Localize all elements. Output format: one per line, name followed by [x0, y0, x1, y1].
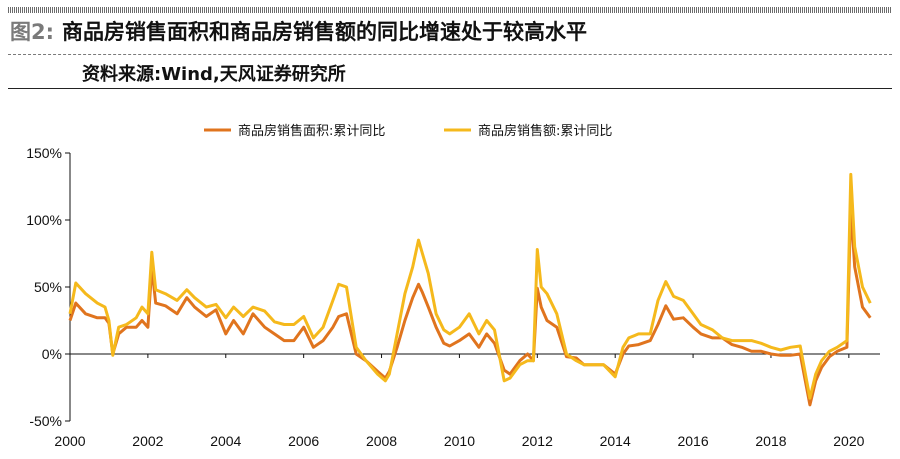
figure-title-text: 商品房销售面积和商品房销售额的同比增速处于较高水平	[62, 20, 588, 44]
y-tick-label: 150%	[26, 145, 62, 161]
chart-axes: 150% 100% 50% 0% -50% 2000 2002 2004 2006 2008 201…	[26, 145, 880, 449]
series-line-sales-amount	[68, 172, 872, 400]
top-dotted-rule	[8, 7, 892, 13]
x-tick-label: 2000	[54, 433, 85, 449]
x-tick-label: 2012	[522, 433, 553, 449]
x-tick-label: 2008	[366, 433, 397, 449]
legend-label-area: 商品房销售面积:累计同比	[238, 123, 385, 139]
figure-number: 图2:	[10, 20, 55, 44]
x-tick-label: 2020	[833, 433, 864, 449]
plot-area	[68, 172, 872, 407]
chart-legend: 商品房销售面积:累计同比 商品房销售额:累计同比	[204, 123, 612, 139]
y-tick-label: 0%	[42, 346, 62, 362]
x-tick-label: 2014	[600, 433, 631, 449]
x-tick-label: 2006	[288, 433, 319, 449]
y-tick-label: 100%	[26, 212, 62, 228]
y-tick-label: -50%	[29, 413, 62, 429]
x-tick-label: 2004	[210, 433, 241, 449]
source-note: 资料来源:Wind,天风证券研究所	[82, 64, 346, 85]
x-tick-label: 2010	[444, 433, 475, 449]
legend-label-amount: 商品房销售额:累计同比	[478, 123, 612, 139]
x-tick-label: 2016	[677, 433, 708, 449]
title-divider	[8, 54, 892, 55]
header-bottom-rule	[8, 88, 892, 89]
series-line-sales-area	[68, 205, 872, 407]
figure-title: 图2: 商品房销售面积和商品房销售额的同比增速处于较高水平	[10, 16, 587, 46]
x-tick-label: 2002	[132, 433, 163, 449]
x-tick-label: 2018	[755, 433, 786, 449]
y-tick-label: 50%	[34, 279, 62, 295]
